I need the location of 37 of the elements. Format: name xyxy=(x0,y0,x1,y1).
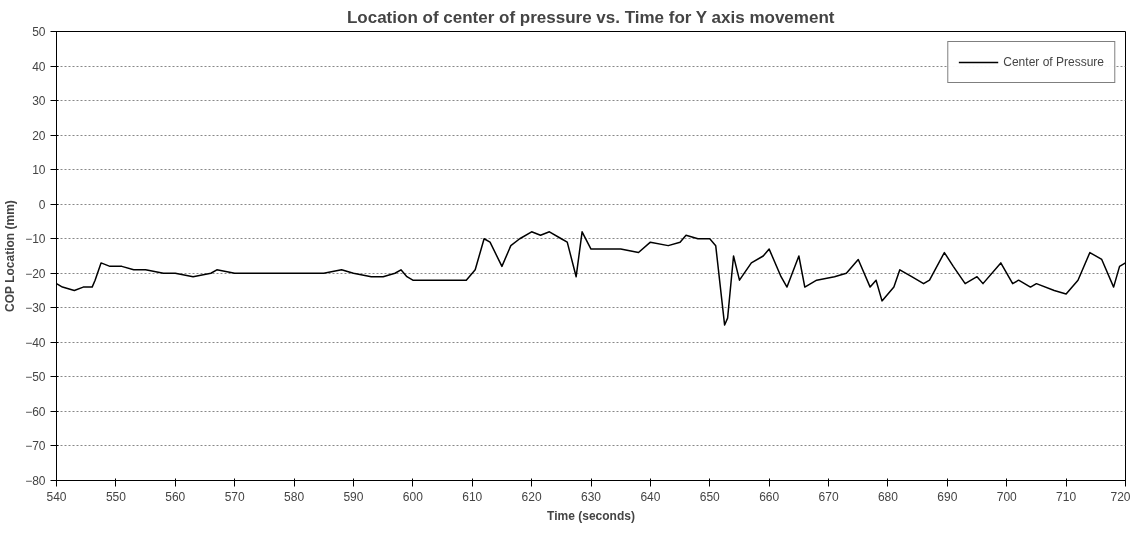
y-tick-label: −60 xyxy=(25,404,46,419)
y-tick-label: −70 xyxy=(25,439,46,454)
y-tick-label: −30 xyxy=(25,301,46,316)
y-tick-label: 50 xyxy=(32,25,46,39)
x-axis-title: Time (seconds) xyxy=(547,508,635,523)
legend-label: Center of Pressure xyxy=(1003,55,1104,69)
y-tick-label: 20 xyxy=(32,128,46,143)
x-tick-label: 710 xyxy=(1056,489,1077,504)
y-tick-label: 40 xyxy=(32,59,46,74)
x-tick-label: 650 xyxy=(699,489,721,504)
x-tick-label: 580 xyxy=(284,489,305,504)
y-tick-label: −10 xyxy=(25,232,46,247)
x-tick-label: 630 xyxy=(580,489,602,504)
x-tick-label: 570 xyxy=(224,489,245,504)
x-tick-label: 660 xyxy=(759,489,780,504)
y-tick-label: 30 xyxy=(32,94,46,109)
y-axis-title: COP Location (mm) xyxy=(3,200,18,312)
y-tick-label: −40 xyxy=(25,335,46,350)
x-tick-label: 690 xyxy=(937,489,958,504)
x-tick-label: 610 xyxy=(462,489,483,504)
x-tick-label: 600 xyxy=(402,489,424,504)
y-tick-label: 10 xyxy=(32,163,46,178)
chart-title: Location of center of pressure vs. Time for Y axis movement xyxy=(346,7,835,27)
y-tick-label: −50 xyxy=(25,370,46,385)
y-tick-label: 0 xyxy=(38,197,46,212)
x-tick-label: 590 xyxy=(343,489,364,504)
y-tick-label: −20 xyxy=(25,266,46,281)
x-tick-label: 550 xyxy=(105,489,127,504)
x-tick-label: 680 xyxy=(877,489,899,504)
x-tick-label: 560 xyxy=(165,489,186,504)
x-tick-label: 670 xyxy=(818,489,839,504)
x-tick-label: 640 xyxy=(640,489,661,504)
x-tick-label: 700 xyxy=(996,489,1018,504)
y-tick-label: −80 xyxy=(25,474,46,488)
x-tick-label: 540 xyxy=(46,489,67,504)
x-tick-label: 720 xyxy=(1110,489,1131,504)
x-tick-label: 620 xyxy=(521,489,542,504)
